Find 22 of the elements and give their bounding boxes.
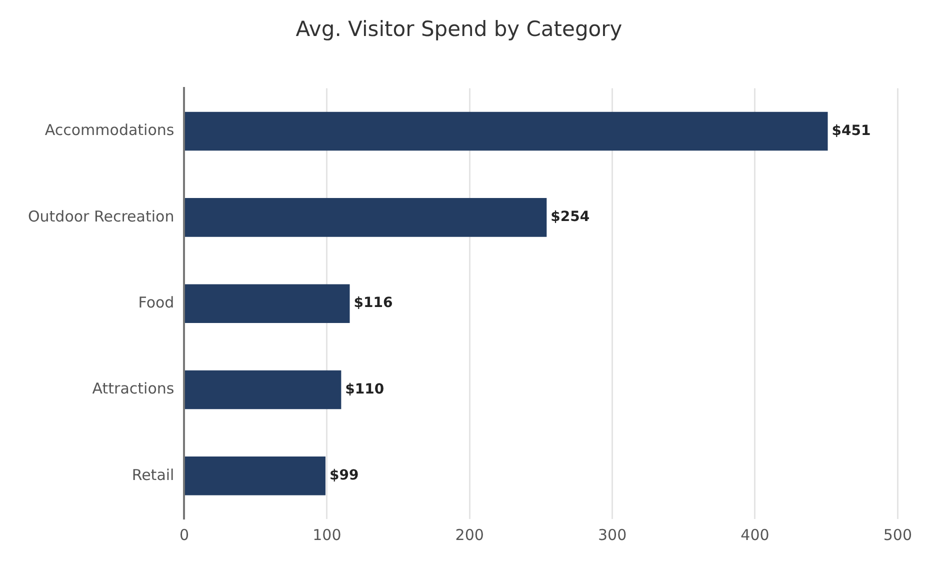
x-tick-label: 500: [883, 526, 912, 544]
y-tick-label: Accommodations: [44, 121, 174, 140]
bar: [184, 198, 547, 237]
y-tick-label: Outdoor Recreation: [28, 207, 174, 226]
bar: [184, 284, 350, 323]
x-tick-label: 300: [598, 526, 627, 544]
bar: [184, 112, 828, 151]
y-tick-label: Food: [138, 293, 174, 312]
data-label: $99: [329, 468, 359, 484]
chart-title: Avg. Visitor Spend by Category: [296, 17, 622, 42]
y-tick-label: Attractions: [92, 380, 174, 398]
bar: [184, 456, 326, 496]
data-label: $254: [550, 209, 590, 226]
x-tick-label: 400: [740, 526, 770, 544]
data-label: $451: [832, 122, 871, 139]
data-label: $110: [345, 381, 384, 398]
data-label: $116: [354, 295, 393, 312]
x-tick-label: 100: [312, 526, 342, 544]
x-tick-label: 0: [179, 526, 189, 544]
x-tick-label: 200: [455, 526, 484, 544]
y-tick-label: Retail: [132, 466, 174, 484]
bar: [184, 370, 342, 410]
